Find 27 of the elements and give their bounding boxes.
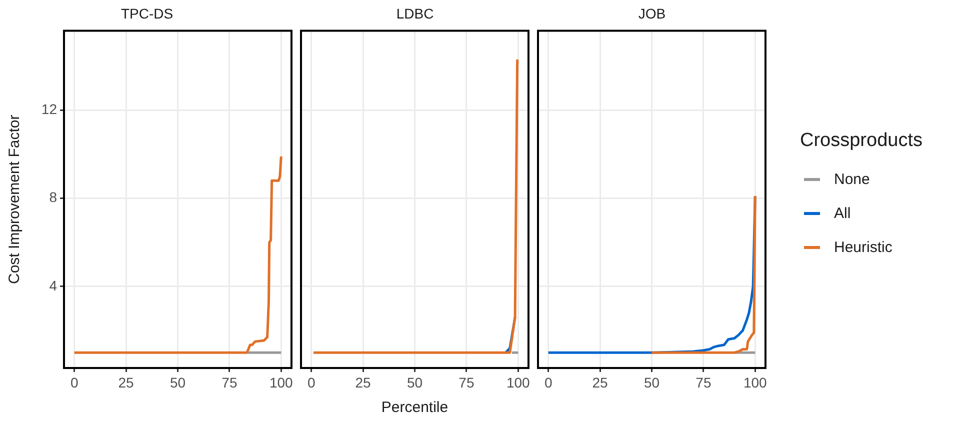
x-tick-label: 0 xyxy=(544,374,552,390)
y-tick-label: 12 xyxy=(41,101,58,117)
legend-label: Heuristic xyxy=(834,238,892,256)
legend-label: All xyxy=(834,204,851,222)
y-tick-label: 8 xyxy=(49,189,58,206)
x-tick-label: 100 xyxy=(506,374,530,390)
x-tick-label: 100 xyxy=(269,374,294,390)
x-tick-label: 75 xyxy=(222,374,238,390)
x-tick-label: 25 xyxy=(118,374,134,390)
x-tick-label: 100 xyxy=(743,374,768,390)
x-tick-label: 75 xyxy=(696,374,712,390)
x-tick-label: 50 xyxy=(644,374,660,390)
x-axis-title: Percentile xyxy=(381,399,448,416)
chart-title: LDBC xyxy=(396,5,434,22)
x-tick-label: 25 xyxy=(355,374,372,390)
x-tick-label: 75 xyxy=(458,374,474,390)
x-tick-label: 25 xyxy=(592,374,608,390)
chart-title: TPC-DS xyxy=(120,5,174,22)
x-tick-label: 0 xyxy=(307,374,316,390)
legend-title: Crossproducts xyxy=(800,130,922,152)
y-axis-title: Cost Improvement Factor xyxy=(6,114,24,284)
x-tick-label: 50 xyxy=(406,374,423,390)
x-tick-label: 50 xyxy=(170,374,186,390)
chart-title: JOB xyxy=(638,5,666,22)
y-tick-label: 4 xyxy=(49,277,58,294)
x-tick-label: 0 xyxy=(70,374,78,390)
legend-label: None xyxy=(834,170,870,188)
